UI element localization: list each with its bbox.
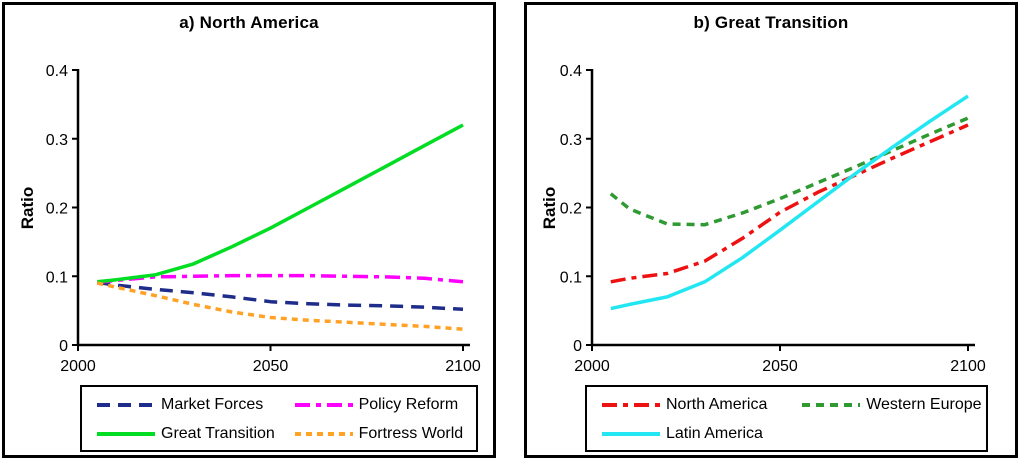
series-line-latin-america (610, 94, 969, 311)
legend-item-label: Fortress World (358, 424, 464, 442)
legend: North America Western Europe Latin America (585, 385, 988, 452)
x-axis-tick-label: 2000 (574, 358, 610, 375)
x-axis-tick-label: 2050 (762, 358, 798, 375)
legend-row: North America Western Europe (601, 390, 986, 419)
chart-panel-great-transition: b) Great Transition Ratio 0 0.1 0.2 0.3 0.4 2… (524, 2, 1018, 458)
chart-title: a) North America (179, 13, 319, 32)
series-line-fortress-world (96, 281, 464, 331)
legend-row: Market Forces Policy Reform (96, 390, 476, 419)
y-axis-tick-label: 0.4 (560, 63, 582, 80)
y-axis-tick-label: 0.2 (560, 201, 582, 218)
legend: Market Forces Policy Reform Great Transiti… (80, 385, 478, 452)
y-axis-tick-label: 0.3 (560, 132, 582, 149)
legend-row: Latin America (601, 419, 986, 448)
legend-item-label: Great Transition (161, 424, 275, 442)
series-line-great-transition (97, 123, 464, 284)
legend-item: Western Europe (801, 395, 982, 414)
legend-line-icon (602, 402, 660, 407)
y-axis-tick-label: 0 (59, 338, 68, 355)
x-axis-tick-label: 2100 (445, 358, 481, 375)
legend-line-icon (602, 431, 660, 436)
x-axis-tick-label: 2100 (950, 358, 986, 375)
legend-item-label: Latin America (666, 424, 763, 442)
plot-area: 0 0.1 0.2 0.3 0.4 2000 2050 2100 (46, 63, 481, 375)
legend-item: North America (601, 396, 801, 414)
legend-item: Latin America (601, 425, 801, 443)
legend-item: Market Forces (96, 396, 294, 414)
legend-item: Fortress World (294, 424, 464, 443)
legend-line-icon (802, 402, 861, 407)
x-axis-tick-label: 2050 (253, 358, 289, 375)
legend-line-icon (294, 402, 353, 407)
y-axis-tick-label: 0.3 (46, 132, 68, 149)
legend-line-icon (97, 431, 155, 436)
chart-panel-north-america: a) North America Ratio 0 0.1 0.2 0.3 0.4 2000… (2, 2, 496, 458)
series-line-market-forces (97, 280, 464, 312)
y-axis-tick-label: 0.1 (560, 269, 582, 286)
y-axis-tick-label: 0.2 (46, 201, 68, 218)
y-axis-tick-label: 0.1 (46, 269, 68, 286)
x-axis-tick-label: 2000 (60, 358, 96, 375)
legend-item: Great Transition (96, 425, 294, 443)
legend-item-label: Western Europe (866, 395, 982, 413)
legend-item-label: Policy Reform (358, 395, 459, 413)
legend-item-label: North America (666, 395, 768, 413)
series-line-north-america (610, 123, 969, 284)
chart-title: b) Great Transition (693, 13, 849, 32)
legend-item-label: Market Forces (161, 395, 264, 413)
y-axis-tick-label: 0.4 (46, 63, 68, 80)
y-axis-tick-label: 0 (573, 338, 582, 355)
legend-line-icon (294, 431, 353, 436)
plot-area: 0 0.1 0.2 0.3 0.4 2000 2050 2100 (560, 63, 986, 375)
legend-item: Policy Reform (294, 395, 459, 414)
legend-row: Great Transition Fortress World (96, 419, 476, 448)
legend-line-icon (97, 402, 155, 407)
